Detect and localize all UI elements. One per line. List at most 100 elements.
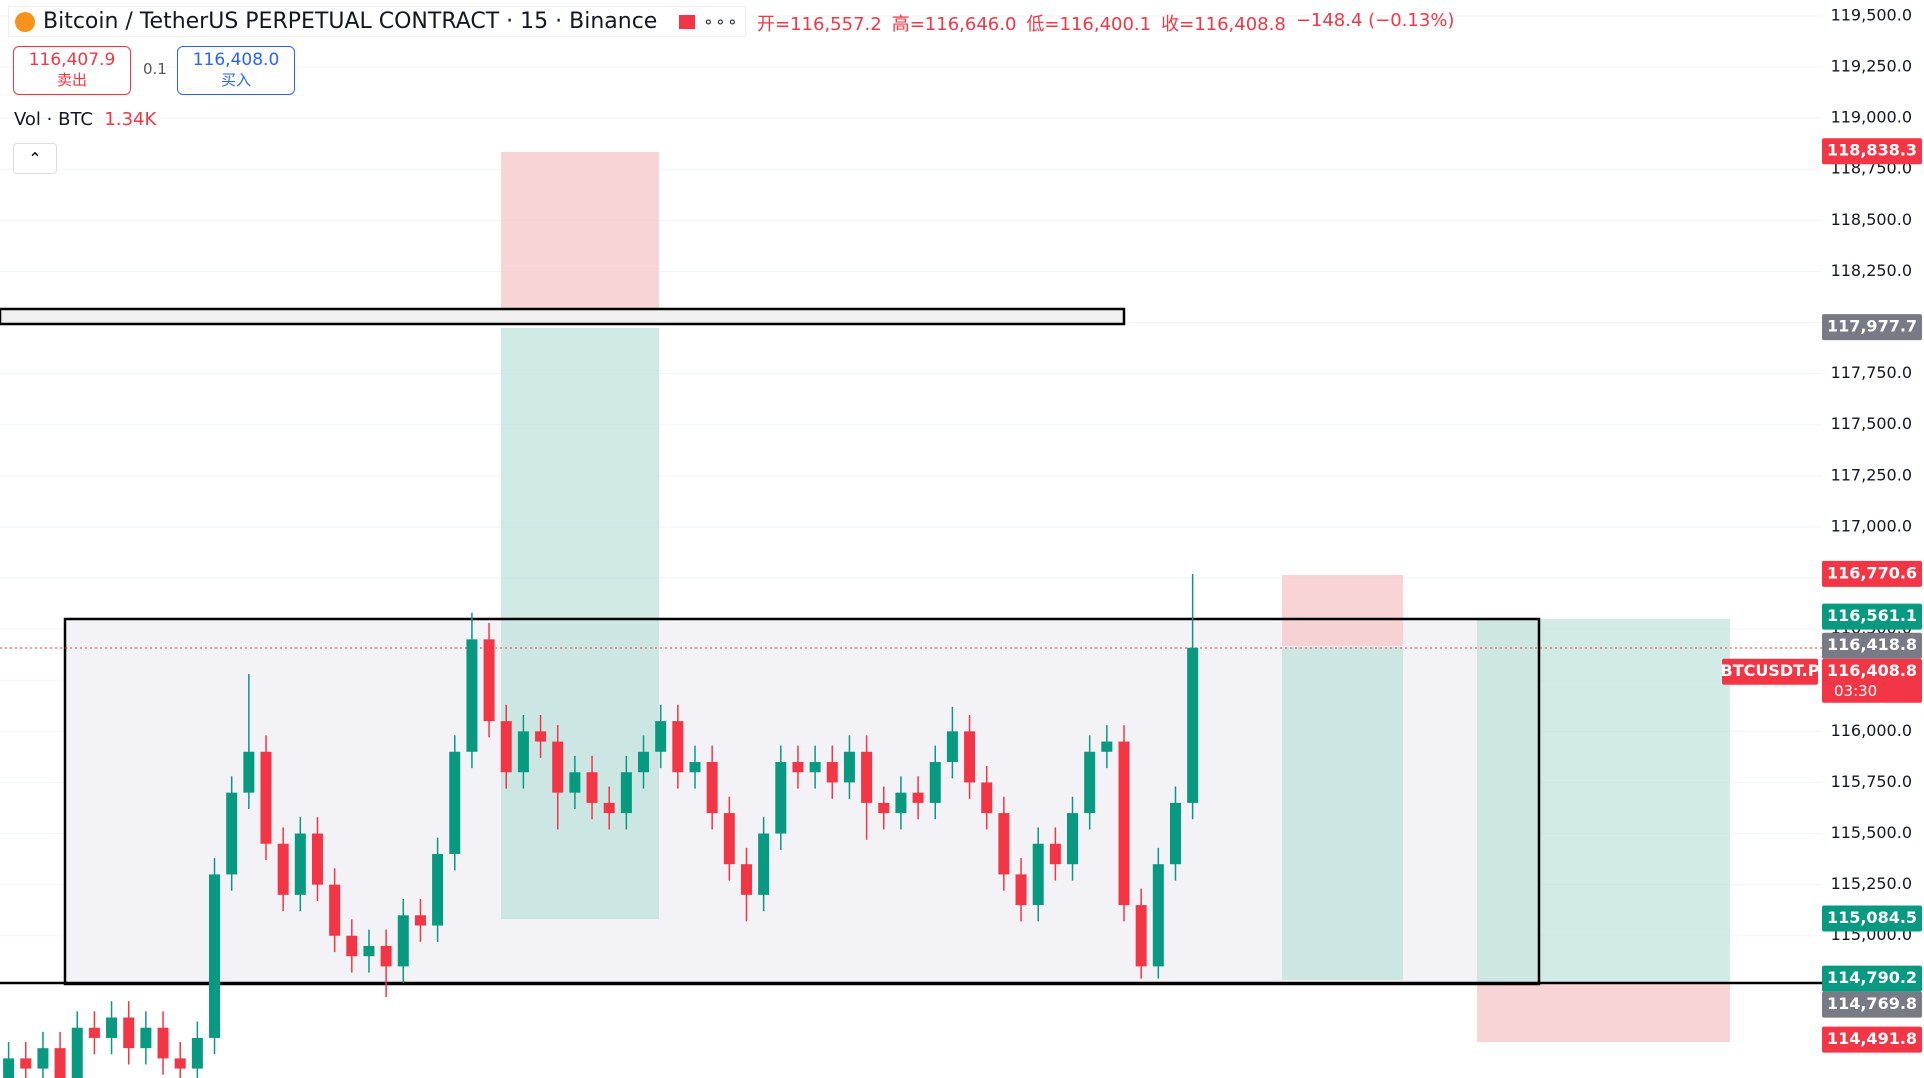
candle-body bbox=[1187, 647, 1199, 803]
candle-body bbox=[432, 853, 444, 926]
countdown: 03:30 bbox=[1834, 682, 1877, 700]
candles bbox=[3, 573, 1199, 1078]
candle-body bbox=[380, 945, 392, 967]
candle-body bbox=[929, 761, 941, 803]
ohlc: 收=116,408.8 bbox=[1161, 14, 1286, 35]
price-tag-label: 114,769.8 bbox=[1827, 994, 1917, 1013]
candle-body bbox=[363, 945, 375, 957]
candle-body bbox=[672, 721, 684, 773]
collapse-button[interactable]: ⌃ bbox=[13, 143, 57, 174]
candle-body bbox=[878, 802, 890, 814]
buy-button[interactable]: 116,408.0 买入 bbox=[177, 46, 295, 95]
stop-zone bbox=[501, 152, 659, 325]
price-tag bbox=[1822, 138, 1922, 165]
candle-body bbox=[1152, 864, 1164, 967]
candle-body bbox=[620, 772, 632, 814]
candle-body bbox=[243, 751, 255, 793]
price-tag-label: 116,561.1 bbox=[1827, 606, 1917, 625]
quantity[interactable]: 0.1 bbox=[143, 60, 167, 78]
candle-body bbox=[1135, 905, 1147, 967]
price-tag bbox=[1822, 632, 1922, 659]
sell-button[interactable]: 116,407.9 卖出 bbox=[13, 46, 131, 95]
candle-body bbox=[466, 639, 478, 752]
y-tick-label: 118,500.0 bbox=[1831, 210, 1912, 229]
candle-body bbox=[500, 721, 512, 773]
price-tag bbox=[1822, 658, 1922, 703]
candle-body bbox=[517, 731, 529, 773]
price-tag bbox=[1822, 560, 1922, 587]
candle-body bbox=[71, 1027, 83, 1078]
candle-body bbox=[1084, 751, 1096, 814]
more[interactable]: ∘∘∘ bbox=[703, 12, 740, 31]
candle-body bbox=[20, 1058, 32, 1069]
candle-body bbox=[1101, 741, 1113, 752]
price-tag bbox=[1822, 965, 1922, 992]
candle-body bbox=[603, 802, 615, 814]
candle-body bbox=[329, 884, 341, 936]
candle-body bbox=[1169, 802, 1181, 865]
candle-body bbox=[792, 761, 804, 773]
change: −148.4 (−0.13%) bbox=[1295, 10, 1455, 31]
y-tick-label: 118,250.0 bbox=[1831, 261, 1912, 280]
candle-body bbox=[1032, 843, 1044, 906]
candle-body bbox=[1049, 843, 1061, 865]
candle-body bbox=[191, 1037, 203, 1069]
candle-body bbox=[414, 915, 426, 926]
candle-body bbox=[569, 772, 581, 793]
y-tick-label: 119,000.0 bbox=[1831, 108, 1912, 127]
resistance-box bbox=[0, 307, 1126, 326]
volume-value: 1.34K bbox=[104, 109, 157, 130]
price-axis-labels: 119,500.0119,250.0119,000.0118,750.0118,… bbox=[1721, 5, 1922, 1053]
candle-body bbox=[54, 1048, 66, 1078]
y-tick-label: 117,750.0 bbox=[1831, 363, 1912, 382]
candle-body bbox=[1015, 874, 1027, 906]
symbol-tag-label: BTCUSDT.P bbox=[1721, 661, 1820, 680]
price-tag bbox=[1822, 603, 1922, 630]
volume-label: Vol · BTC bbox=[14, 109, 93, 130]
y-tick-label: 115,500.0 bbox=[1831, 823, 1912, 842]
candle-body bbox=[895, 792, 907, 814]
symbol-title[interactable]: Bitcoin / TetherUS PERPETUAL CONTRACT · … bbox=[43, 9, 658, 34]
y-tick-label: 117,000.0 bbox=[1831, 516, 1912, 535]
volume-legend: Vol · BTC 1.34K bbox=[14, 109, 156, 130]
candle-body bbox=[758, 833, 770, 895]
candle-body bbox=[277, 843, 289, 895]
price-tag-label: 117,977.7 bbox=[1827, 317, 1917, 336]
candle-body bbox=[123, 1017, 135, 1049]
price-tag bbox=[1822, 1026, 1922, 1053]
sell-label: 卖出 bbox=[56, 71, 87, 89]
candle-body bbox=[861, 751, 873, 803]
candle-body bbox=[260, 751, 272, 844]
symbol-header: Bitcoin / TetherUS PERPETUAL CONTRACT · … bbox=[8, 6, 747, 37]
price-axis bbox=[1822, 0, 1924, 1078]
candle-body bbox=[140, 1027, 152, 1049]
candle-body bbox=[655, 721, 667, 752]
candle-body bbox=[964, 731, 976, 783]
price-tag bbox=[1822, 314, 1922, 341]
candle-body bbox=[706, 761, 718, 814]
candle-body bbox=[209, 874, 221, 1038]
candle-body bbox=[809, 761, 821, 773]
candle-body bbox=[346, 935, 358, 957]
price-tag bbox=[1822, 991, 1922, 1018]
candle-body bbox=[723, 813, 735, 865]
price-tag-label: 116,770.6 bbox=[1827, 563, 1917, 582]
y-tick-label: 117,500.0 bbox=[1831, 414, 1912, 433]
candle-body bbox=[843, 751, 855, 783]
price-tag-label: 116,418.8 bbox=[1827, 635, 1917, 654]
candle-body bbox=[998, 813, 1010, 875]
flag[interactable] bbox=[679, 14, 696, 29]
price-tag-label: 116,408.8 bbox=[1827, 661, 1917, 680]
candle-body bbox=[638, 751, 650, 773]
y-tick-label: 117,250.0 bbox=[1831, 465, 1912, 484]
buy-label: 买入 bbox=[220, 71, 251, 89]
price-tag-label: 118,838.3 bbox=[1827, 141, 1917, 160]
ohlc: 高=116,646.0 bbox=[891, 14, 1017, 35]
sell-price: 116,407.9 bbox=[28, 50, 116, 70]
ohlc-legend: 开=116,557.2 高=116,646.0 低=116,400.1 收=11… bbox=[757, 10, 1454, 36]
candle-body bbox=[37, 1048, 49, 1069]
drawings bbox=[0, 152, 1822, 1042]
ohlc: 低=116,400.1 bbox=[1026, 14, 1152, 35]
